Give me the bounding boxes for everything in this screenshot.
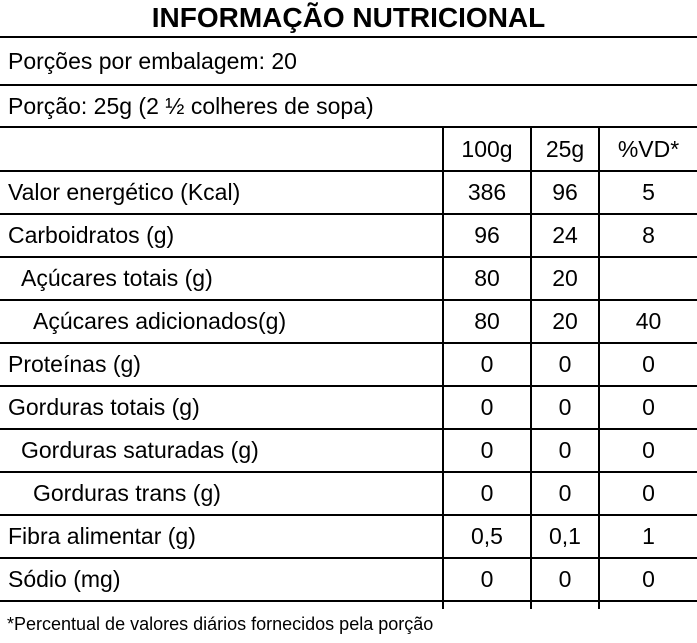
table-row-valor-energetico: Valor energético (Kcal) 386 96 5 xyxy=(0,172,697,215)
row-label: Valor energético (Kcal) xyxy=(8,179,241,205)
value-25g: 0,1 xyxy=(530,516,598,557)
nutrition-table: 100g 25g %VD* Valor energético (Kcal) 38… xyxy=(0,128,697,609)
row-label: Gorduras saturadas (g) xyxy=(21,437,259,463)
column-header-vd: %VD* xyxy=(598,128,697,170)
header-empty-cell xyxy=(0,128,442,170)
page-title: INFORMAÇÃO NUTRICIONAL xyxy=(0,0,697,38)
value-100g: 80 xyxy=(442,301,530,342)
value-100g: 80 xyxy=(442,258,530,299)
table-row-fibra-alimentar: Fibra alimentar (g) 0,5 0,1 1 xyxy=(0,516,697,559)
value-vd: 8 xyxy=(598,215,697,256)
value-100g: 0 xyxy=(442,559,530,600)
table-row-acucares-adicionados: Açúcares adicionados(g) 80 20 40 xyxy=(0,301,697,344)
value-100g: 0 xyxy=(442,344,530,385)
value-100g: 0,5 xyxy=(442,516,530,557)
stub-line xyxy=(442,602,530,609)
value-25g: 96 xyxy=(530,172,598,213)
table-header-row: 100g 25g %VD* xyxy=(0,128,697,172)
value-100g: 386 xyxy=(442,172,530,213)
value-25g: 0 xyxy=(530,473,598,514)
value-25g: 0 xyxy=(530,430,598,471)
row-label: Proteínas (g) xyxy=(8,351,141,377)
value-vd: 0 xyxy=(598,430,697,471)
row-label: Sódio (mg) xyxy=(8,566,121,592)
value-100g: 96 xyxy=(442,215,530,256)
value-25g: 0 xyxy=(530,344,598,385)
table-row-gorduras-totais: Gorduras totais (g) 0 0 0 xyxy=(0,387,697,430)
footnote: *Percentual de valores diários fornecido… xyxy=(7,614,434,634)
stub-line xyxy=(530,602,598,609)
value-vd: 0 xyxy=(598,387,697,428)
row-label: Açúcares adicionados(g) xyxy=(33,308,287,334)
row-label: Gorduras totais (g) xyxy=(8,394,200,420)
table-row-acucares-totais: Açúcares totais (g) 80 20 xyxy=(0,258,697,301)
value-100g: 0 xyxy=(442,473,530,514)
row-label: Açúcares totais (g) xyxy=(21,265,213,291)
value-vd: 5 xyxy=(598,172,697,213)
value-vd: 0 xyxy=(598,473,697,514)
value-25g: 0 xyxy=(530,387,598,428)
row-label: Carboidratos (g) xyxy=(8,222,175,248)
table-row-sodio: Sódio (mg) 0 0 0 xyxy=(0,559,697,602)
table-row-proteinas: Proteínas (g) 0 0 0 xyxy=(0,344,697,387)
column-line-stubs xyxy=(0,602,697,609)
value-vd xyxy=(598,258,697,299)
value-vd: 0 xyxy=(598,344,697,385)
value-25g: 20 xyxy=(530,258,598,299)
column-header-25g: 25g xyxy=(530,128,598,170)
table-row-carboidratos: Carboidratos (g) 96 24 8 xyxy=(0,215,697,258)
value-100g: 0 xyxy=(442,430,530,471)
column-header-100g: 100g xyxy=(442,128,530,170)
value-100g: 0 xyxy=(442,387,530,428)
value-25g: 24 xyxy=(530,215,598,256)
servings-per-package-line: Porções por embalagem: 20 xyxy=(0,38,697,86)
value-vd: 40 xyxy=(598,301,697,342)
value-vd: 0 xyxy=(598,559,697,600)
value-25g: 0 xyxy=(530,559,598,600)
stub-spacer xyxy=(0,602,442,609)
value-vd: 1 xyxy=(598,516,697,557)
table-row-gorduras-saturadas: Gorduras saturadas (g) 0 0 0 xyxy=(0,430,697,473)
stub-line xyxy=(598,602,697,609)
row-label: Gorduras trans (g) xyxy=(33,480,221,506)
row-label: Fibra alimentar (g) xyxy=(8,523,196,549)
value-25g: 20 xyxy=(530,301,598,342)
table-row-gorduras-trans: Gorduras trans (g) 0 0 0 xyxy=(0,473,697,516)
portion-size-line: Porção: 25g (2 ½ colheres de sopa) xyxy=(0,86,697,128)
